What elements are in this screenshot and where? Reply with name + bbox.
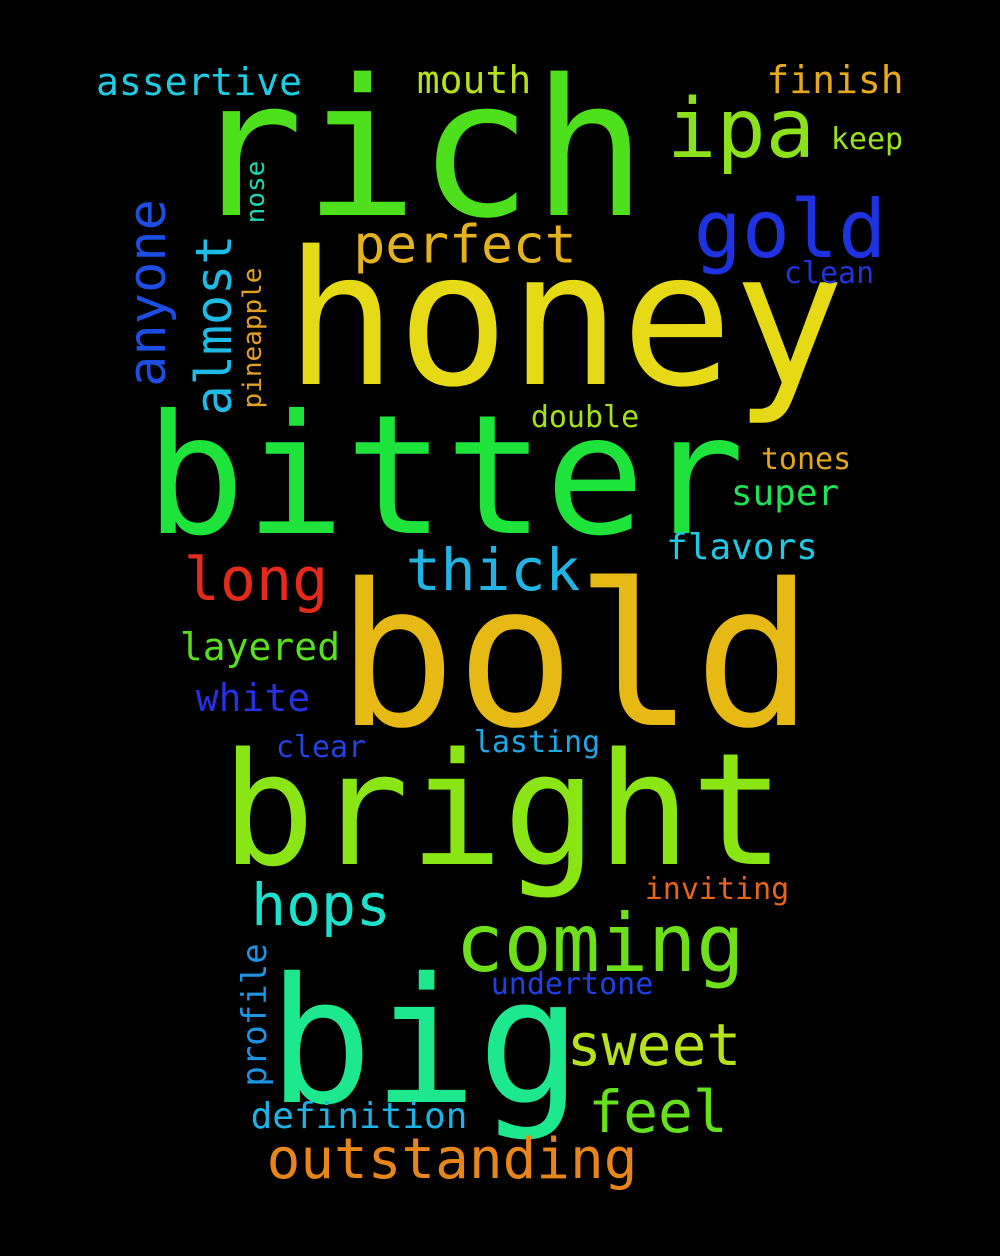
- word-lasting: lasting: [473, 725, 601, 760]
- word-honey: honey: [285, 211, 845, 428]
- word-thick: thick: [405, 536, 581, 604]
- word-bold: bold: [336, 541, 814, 772]
- word-undertone: undertone: [490, 967, 654, 1002]
- word-inviting: inviting: [644, 872, 790, 907]
- word-bitter: bitter: [145, 380, 745, 573]
- word-assertive: assertive: [96, 60, 302, 104]
- word-perfect: perfect: [353, 214, 577, 276]
- word-big: big: [267, 941, 583, 1144]
- word-gold: gold: [693, 183, 887, 276]
- word-rich: rich: [189, 39, 647, 260]
- word-clean: clean: [783, 256, 875, 291]
- word-finish: finish: [766, 58, 904, 102]
- word-white: white: [195, 676, 311, 720]
- word-long: long: [183, 545, 329, 615]
- word-ipa: ipa: [666, 82, 816, 177]
- word-outstanding: outstanding: [266, 1127, 638, 1192]
- word-almost: almost: [185, 234, 243, 416]
- word-definition: definition: [250, 1096, 468, 1137]
- word-layered: layered: [179, 625, 341, 669]
- word-keep: keep: [830, 122, 904, 157]
- word-clear: clear: [275, 730, 367, 765]
- word-super: super: [730, 473, 840, 514]
- word-bright: bright: [221, 719, 785, 901]
- word-tones: tones: [760, 442, 852, 477]
- word-mouth: mouth: [416, 58, 532, 102]
- word-nose: nose: [241, 160, 271, 224]
- word-feel: feel: [588, 1078, 728, 1146]
- word-double: double: [530, 400, 640, 435]
- word-hops: hops: [251, 871, 391, 939]
- word-coming: coming: [455, 897, 745, 990]
- word-pineapple: pineapple: [238, 267, 268, 409]
- word-sweet: sweet: [566, 1011, 742, 1079]
- word-profile: profile: [235, 943, 275, 1087]
- word-flavors: flavors: [666, 527, 818, 568]
- word-anyone: anyone: [118, 199, 178, 387]
